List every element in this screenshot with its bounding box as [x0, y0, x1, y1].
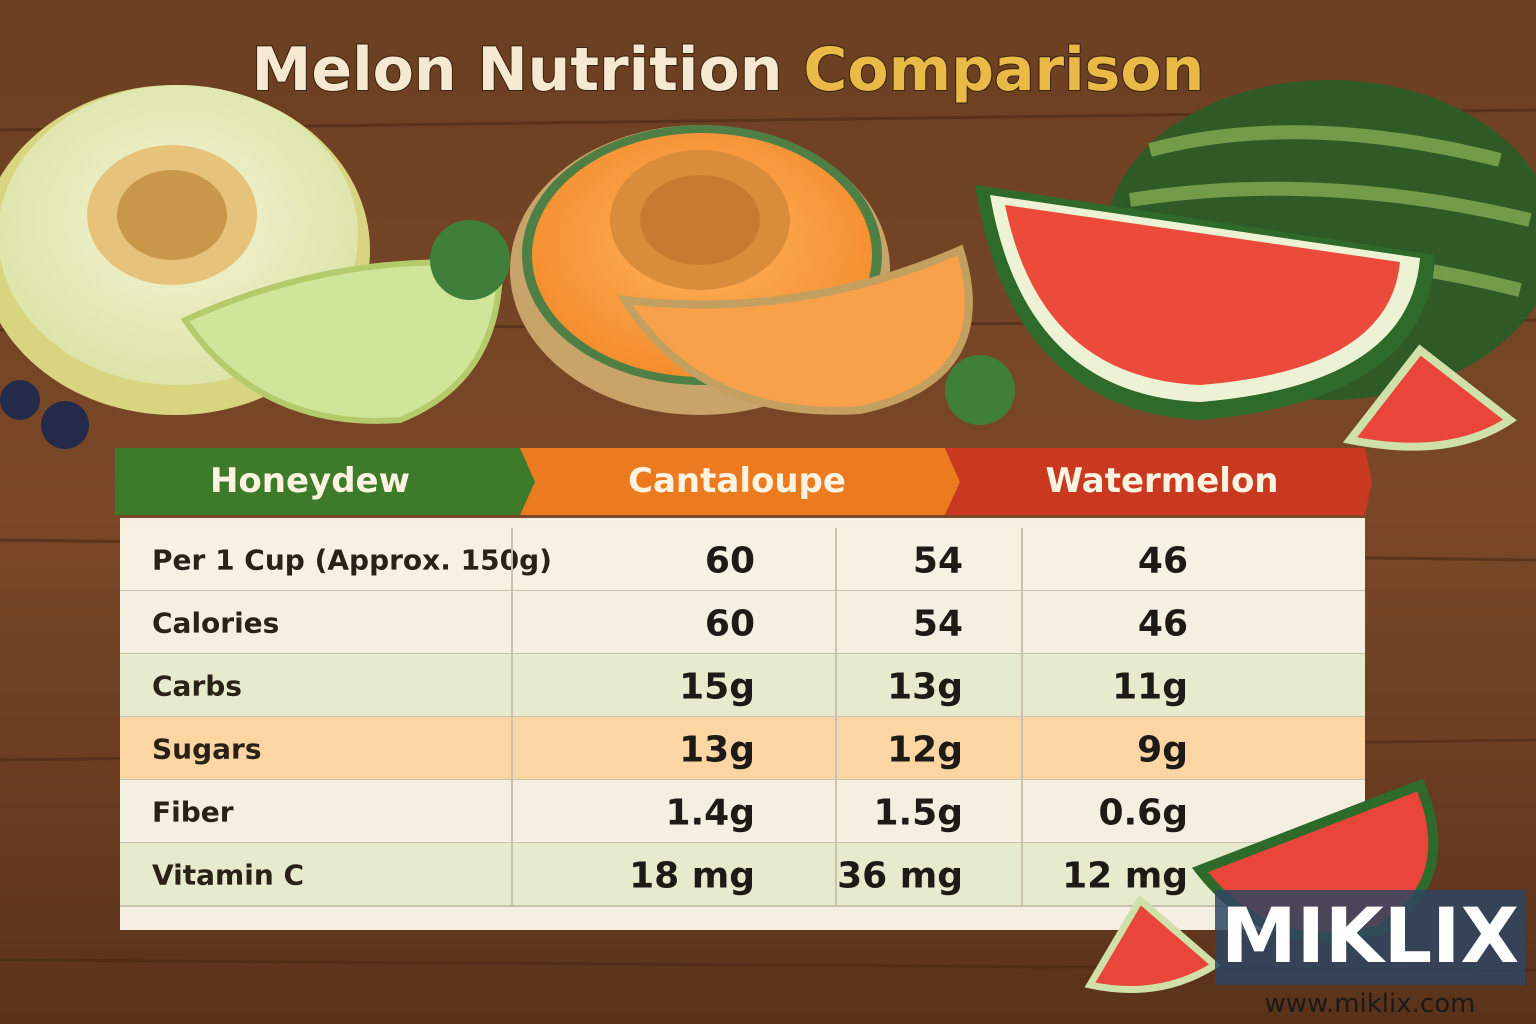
- cell-value: 54: [913, 541, 963, 582]
- cell-value: 54: [913, 604, 963, 645]
- header-cantaloupe-bg: [520, 448, 960, 515]
- title-part: Comparison: [803, 35, 1204, 105]
- title: Melon Nutrition Comparison: [252, 35, 1205, 105]
- cell-value: 18 mg: [629, 856, 755, 897]
- cell-value: 12g: [887, 730, 963, 771]
- cell-value: 46: [1138, 604, 1188, 645]
- cell-value: 60: [705, 541, 755, 582]
- table-header: Honeydew Cantaloupe Watermelon: [115, 448, 1372, 515]
- row-background: [120, 780, 1365, 843]
- cell-value: 11g: [1112, 667, 1188, 708]
- cell-value: 13g: [887, 667, 963, 708]
- watermark-box: [1215, 890, 1525, 985]
- row-label: Fiber: [152, 796, 234, 829]
- row-background: [120, 654, 1365, 717]
- cell-value: 1.4g: [665, 793, 755, 834]
- row-background: [120, 843, 1365, 906]
- honeydew-illustration: [0, 85, 510, 449]
- cell-value: 46: [1138, 541, 1188, 582]
- watermelon-illustration: [975, 80, 1536, 451]
- cell-value: 60: [705, 604, 755, 645]
- title-part: Melon Nutrition: [252, 35, 783, 105]
- header-honeydew-bg: [115, 448, 535, 515]
- header-watermelon-bg: [945, 448, 1372, 515]
- row-label: Carbs: [152, 670, 242, 703]
- cell-value: 15g: [679, 667, 755, 708]
- watermark-brand: MIKLIX: [1221, 891, 1519, 980]
- row-background: [120, 528, 1365, 591]
- column-header: Honeydew: [210, 461, 410, 501]
- row-label: Vitamin C: [152, 859, 304, 892]
- row-label: Calories: [152, 607, 279, 640]
- cell-value: 1.5g: [873, 793, 963, 834]
- cell-value: 13g: [679, 730, 755, 771]
- column-header: Watermelon: [1045, 461, 1278, 501]
- table-body: Per 1 Cup (Approx. 150g) 60 54 46 Calories 60…: [120, 528, 1365, 907]
- watermark-url: www.miklix.com: [1265, 989, 1476, 1019]
- cell-value: 0.6g: [1098, 793, 1188, 834]
- cantaloupe-illustration: [510, 125, 1015, 425]
- row-label: Per 1 Cup (Approx. 150g): [152, 544, 552, 577]
- cell-value: 36 mg: [837, 856, 963, 897]
- row-background: [120, 717, 1365, 780]
- column-header: Cantaloupe: [628, 461, 846, 501]
- row-background: [120, 591, 1365, 654]
- row-label: Sugars: [152, 733, 262, 766]
- cell-value: 9g: [1137, 730, 1188, 771]
- cell-value: 12 mg: [1062, 856, 1188, 897]
